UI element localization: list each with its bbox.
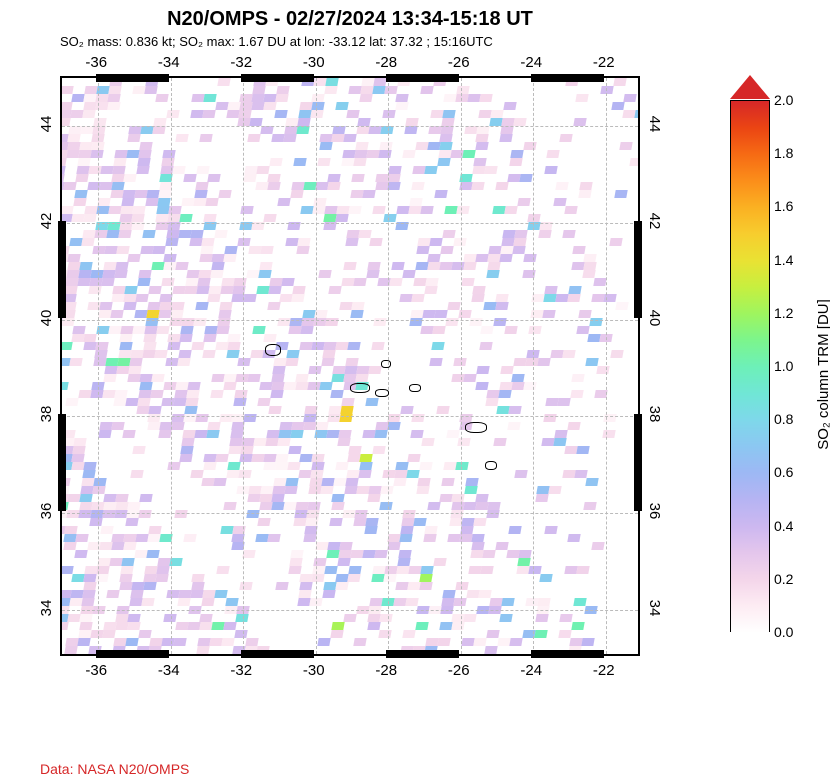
map-plot [60,76,640,656]
axis-right-tick-label: 38 [646,406,663,423]
axis-bottom-tick-label: -22 [593,662,615,679]
colorbar-tick-label: 0.4 [774,518,793,534]
axis-right-tick-label: 42 [646,213,663,230]
axis-left-tick-label: 38 [38,406,55,423]
chart-subtitle: SO₂ mass: 0.836 kt; SO₂ max: 1.67 DU at … [60,34,493,49]
axis-left-tick-label: 44 [38,116,55,133]
data-credit: Data: NASA N20/OMPS [40,761,189,777]
axis-right-tick-label: 34 [646,599,663,616]
map-cells [62,78,638,654]
chart-title: N20/OMPS - 02/27/2024 13:34-15:18 UT [0,8,700,31]
axis-bottom-tick-label: -30 [303,662,325,679]
colorbar-tick-label: 1.0 [774,358,793,374]
axis-top-tick-label: -32 [230,54,252,71]
colorbar-tick-label: 0.6 [774,464,793,480]
axis-bottom-tick-label: -32 [230,662,252,679]
axis-top-tick-label: -34 [158,54,180,71]
axis-top-tick-label: -22 [593,54,615,71]
colorbar-tick-label: 0.8 [774,411,793,427]
colorbar-tick-label: 2.0 [774,92,793,108]
axis-left-tick-label: 40 [38,309,55,326]
axis-top-tick-label: -36 [85,54,107,71]
axis-bottom-tick-label: -28 [375,662,397,679]
colorbar-tick-label: 1.8 [774,145,793,161]
axis-top-tick-label: -30 [303,54,325,71]
axis-right-tick-label: 36 [646,503,663,520]
colorbar-extend-bottom [730,633,770,657]
colorbar: 0.00.20.40.60.81.01.21.41.61.82.0 SO₂ co… [730,76,770,656]
axis-top-tick-label: -28 [375,54,397,71]
axis-bottom-tick-label: -34 [158,662,180,679]
colorbar-body [730,100,770,632]
axis-top-tick-label: -26 [448,54,470,71]
colorbar-extend-top [730,75,770,99]
colorbar-tick-label: 0.0 [774,624,793,640]
axis-left-tick-label: 36 [38,503,55,520]
axis-bottom-tick-label: -24 [520,662,542,679]
axis-bottom-tick-label: -36 [85,662,107,679]
axis-left-tick-label: 42 [38,213,55,230]
colorbar-label: SO₂ column TRM [DU] [816,299,830,450]
axis-top-tick-label: -24 [520,54,542,71]
colorbar-tick-label: 1.2 [774,305,793,321]
axis-bottom-tick-label: -26 [448,662,470,679]
axis-right-tick-label: 40 [646,309,663,326]
axis-right-tick-label: 44 [646,116,663,133]
colorbar-tick-label: 1.6 [774,198,793,214]
axis-left-tick-label: 34 [38,599,55,616]
colorbar-tick-label: 1.4 [774,252,793,268]
colorbar-tick-label: 0.2 [774,571,793,587]
